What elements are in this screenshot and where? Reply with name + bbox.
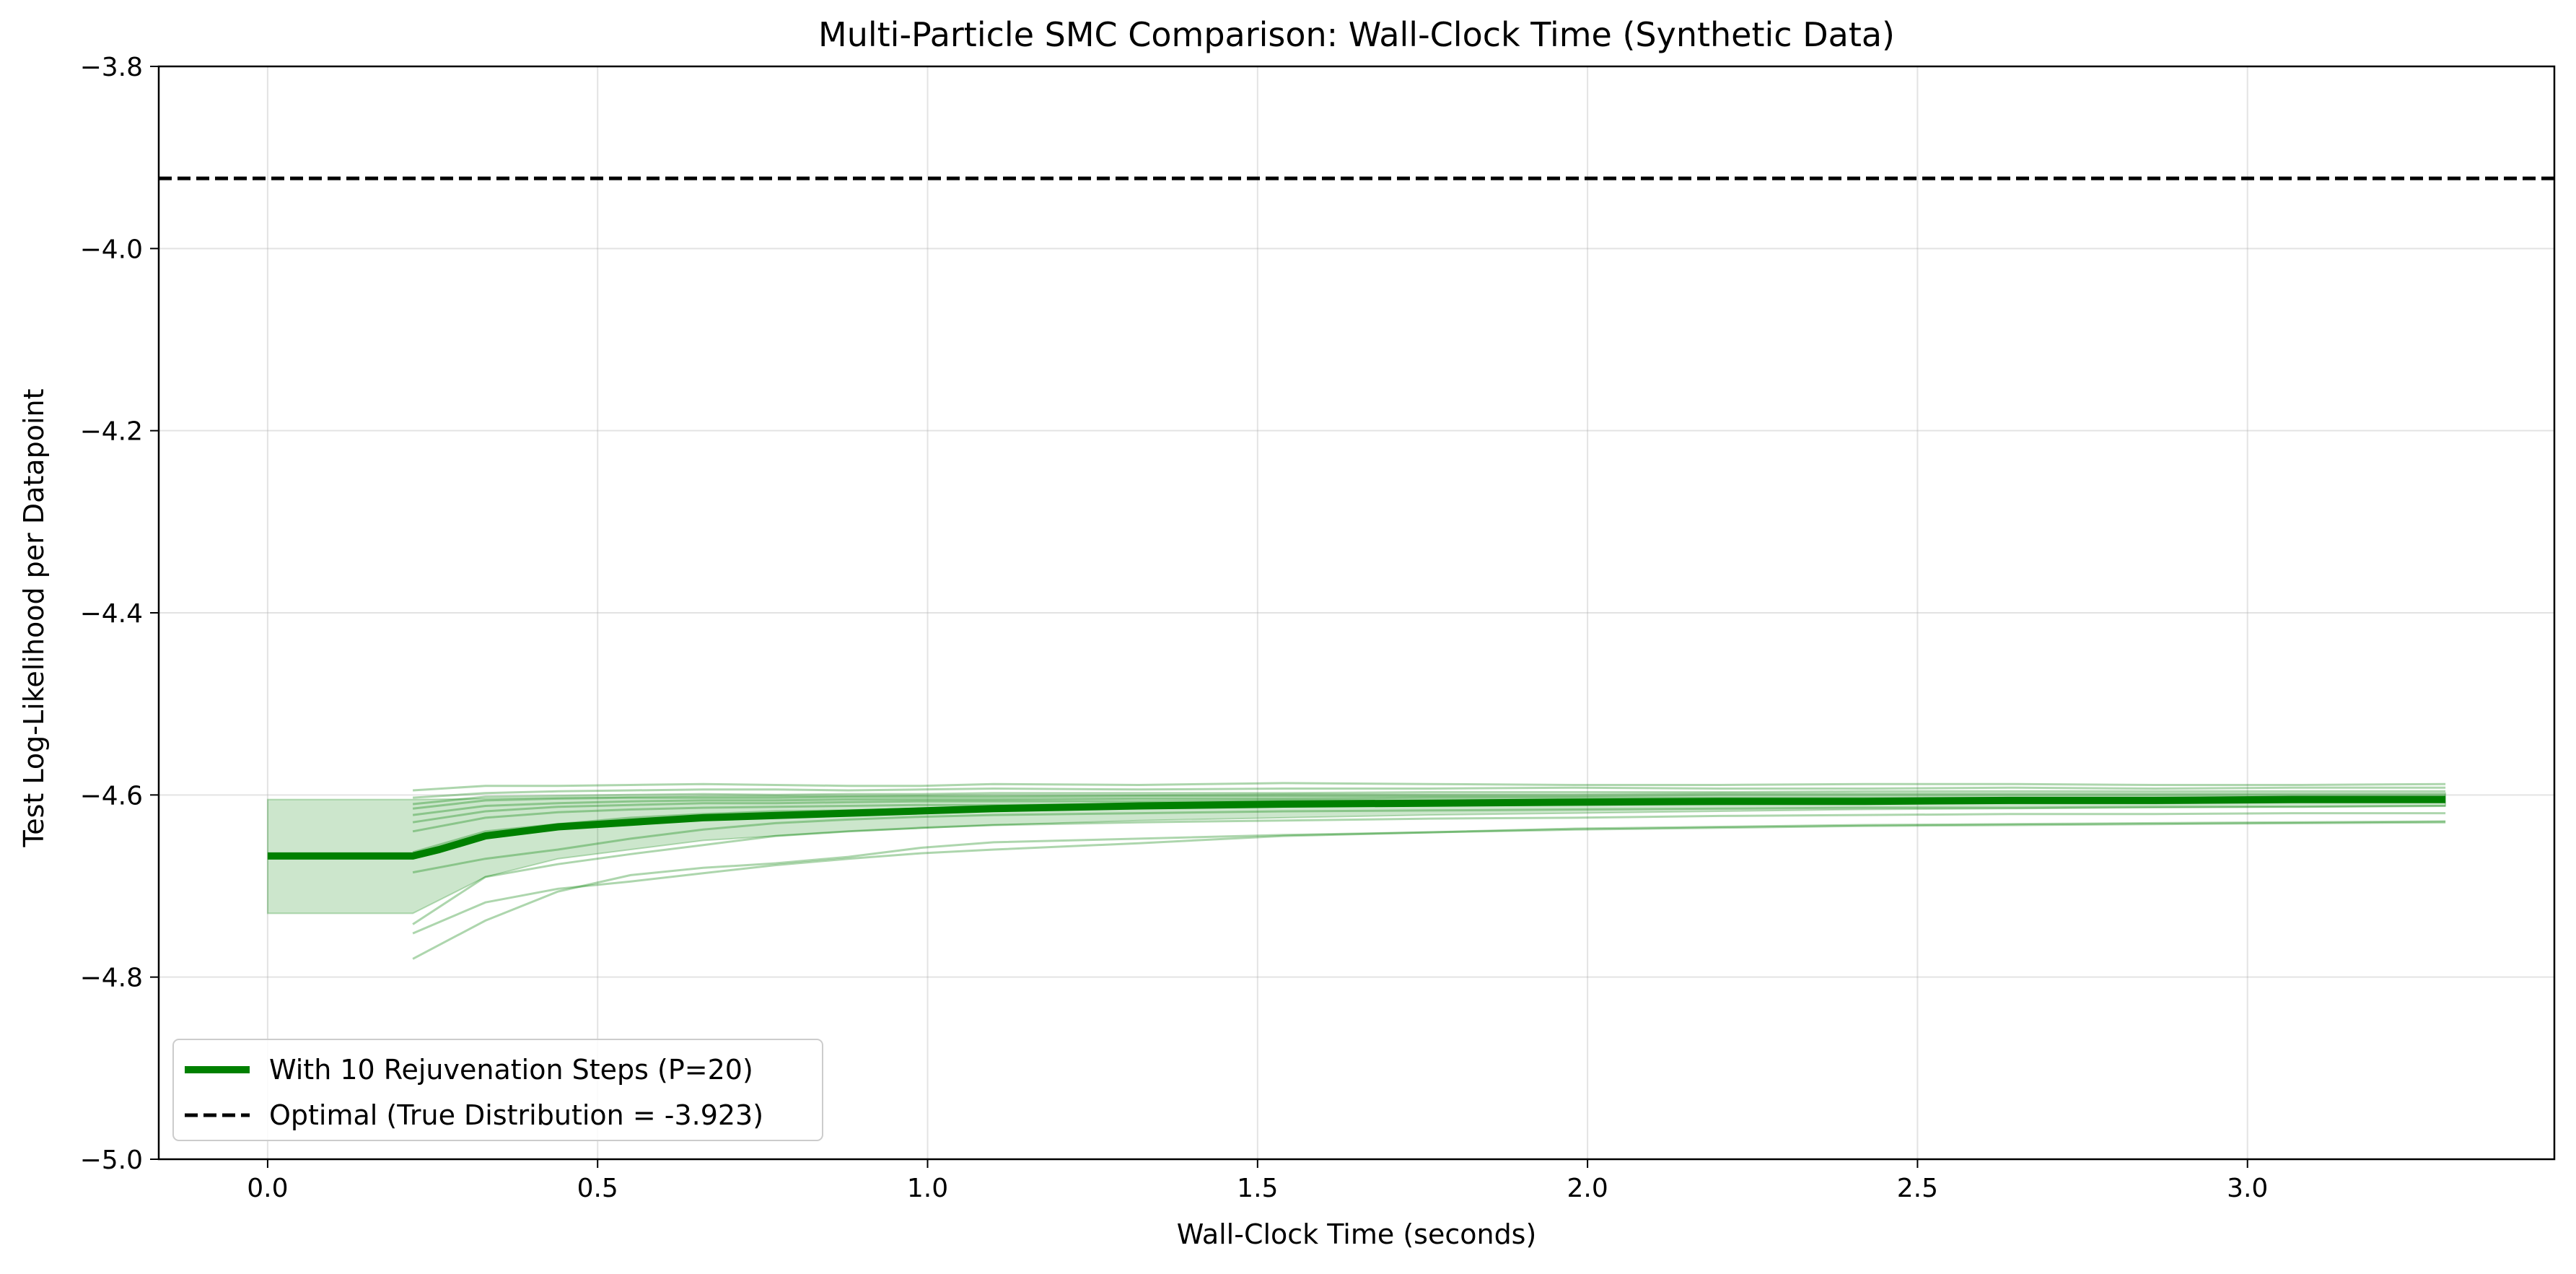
legend-box — [172, 1039, 823, 1141]
mean-line-layer — [267, 795, 2446, 860]
legend-label-mean: With 10 Rejuvenation Steps (P=20) — [269, 1054, 753, 1086]
individual-run-line — [412, 821, 2446, 960]
y-axis-label: Test Log-Likelihood per Datapoint — [18, 389, 50, 848]
y-tick-label: −5.0 — [80, 1146, 143, 1175]
legend-label-optimal: Optimal (True Distribution = -3.923) — [269, 1099, 763, 1131]
confidence-band — [266, 792, 2447, 915]
x-tick-label: 3.0 — [2227, 1174, 2268, 1203]
x-tick-label: 0.5 — [577, 1174, 618, 1203]
chart-title: Multi-Particle SMC Comparison: Wall-Cloc… — [818, 15, 1895, 54]
y-tick-label: −4.8 — [80, 964, 143, 993]
y-tick-label: −4.2 — [80, 417, 143, 447]
y-tick-label: −4.6 — [80, 781, 143, 811]
x-axis-label: Wall-Clock Time (seconds) — [1177, 1218, 1537, 1250]
individual-run-line — [413, 782, 2446, 792]
x-axis-ticks: 0.0 0.5 1.0 1.5 2.0 2.5 3.0 — [247, 1159, 2268, 1203]
y-tick-label: −4.4 — [80, 599, 143, 629]
y-tick-label: −3.8 — [80, 53, 143, 82]
x-tick-label: 1.0 — [907, 1174, 948, 1203]
individual-run-line — [412, 805, 2446, 874]
x-tick-label: 2.5 — [1897, 1174, 1938, 1203]
confidence-band-layer — [266, 792, 2447, 915]
individual-run-line — [412, 793, 2446, 810]
y-axis-ticks: −5.0 −4.8 −4.6 −4.4 −4.2 −4.0 −3.8 — [80, 53, 159, 1175]
individual-run-line — [412, 812, 2446, 925]
individual-run-line — [412, 790, 2446, 806]
individual-run-line — [413, 786, 2446, 799]
x-tick-label: 1.5 — [1237, 1174, 1278, 1203]
individual-run-line — [412, 820, 2446, 935]
x-tick-label: 2.0 — [1567, 1174, 1608, 1203]
mean-line — [267, 795, 2446, 860]
legend: With 10 Rejuvenation Steps (P=20) Optima… — [172, 1039, 823, 1141]
y-tick-label: −4.0 — [80, 235, 143, 264]
x-tick-label: 0.0 — [247, 1174, 288, 1203]
